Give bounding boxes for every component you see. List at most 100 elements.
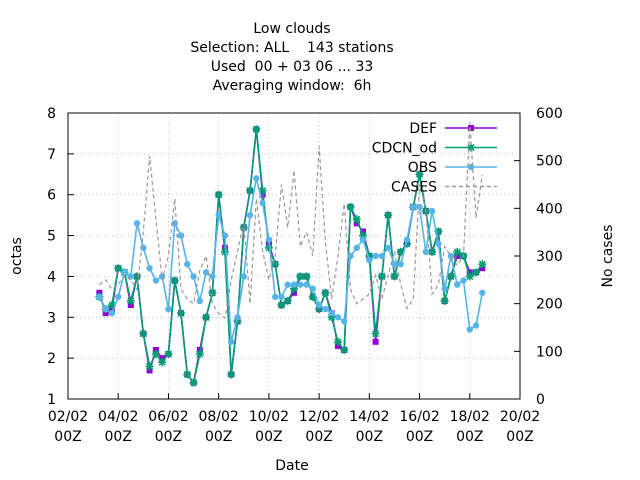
data-point — [391, 260, 398, 268]
data-point — [466, 326, 473, 333]
data-point — [283, 296, 292, 305]
x-axis-label: Date — [275, 458, 308, 474]
data-point — [265, 236, 273, 243]
legend-label: CASES — [391, 180, 437, 196]
x-tick-label: 08/02 00Z — [198, 409, 238, 445]
data-point — [378, 252, 386, 260]
data-point — [102, 305, 109, 313]
data-point — [258, 186, 267, 195]
data-point — [221, 232, 229, 239]
data-point — [460, 277, 467, 284]
x-tick-label: 04/02 00Z — [98, 409, 138, 445]
data-point — [133, 272, 142, 281]
data-point — [271, 260, 280, 269]
legend-label: DEF — [409, 121, 437, 137]
data-point — [145, 362, 154, 371]
y2-tick-label: 600 — [536, 106, 563, 122]
data-point — [478, 260, 487, 269]
data-point — [177, 309, 185, 318]
data-point — [454, 281, 461, 288]
y-tick-label: 3 — [47, 310, 56, 326]
data-point — [246, 186, 255, 195]
data-point — [246, 211, 254, 219]
data-point — [152, 346, 159, 353]
data-point — [465, 272, 474, 281]
data-point — [227, 370, 236, 379]
data-point — [384, 244, 392, 252]
legend-marker — [467, 163, 475, 171]
data-point — [202, 269, 210, 276]
data-point — [259, 199, 266, 207]
data-point — [446, 272, 455, 281]
data-point — [347, 252, 354, 260]
y-tick-label: 6 — [47, 188, 56, 204]
legend-marker — [467, 143, 475, 152]
data-point — [322, 305, 329, 313]
data-point — [239, 223, 248, 232]
data-point — [453, 247, 462, 256]
chart-title: Selection: ALL 143 stations — [190, 40, 393, 56]
data-point — [309, 285, 317, 292]
data-point — [321, 288, 330, 297]
data-point — [159, 355, 166, 362]
y2-tick-label: 400 — [536, 201, 563, 217]
y-tick-label: 1 — [47, 392, 56, 408]
data-point — [327, 313, 336, 322]
data-point — [422, 248, 430, 256]
x-tick-label: 14/02 00Z — [349, 409, 389, 445]
y-tick-label: 2 — [47, 351, 56, 367]
data-point — [479, 265, 486, 272]
data-point — [303, 281, 310, 288]
legend-marker — [468, 125, 474, 131]
data-point — [352, 215, 361, 224]
data-point — [151, 350, 160, 359]
data-point — [121, 269, 128, 276]
x-tick-label: 12/02 00Z — [299, 409, 339, 445]
data-point — [396, 247, 405, 256]
data-point — [346, 202, 355, 211]
data-point — [114, 264, 123, 273]
data-point — [291, 289, 297, 296]
y-tick-label: 7 — [47, 147, 56, 163]
data-point — [214, 190, 223, 199]
data-point — [195, 350, 204, 359]
data-point — [146, 265, 153, 272]
data-point — [340, 345, 349, 354]
data-point — [189, 378, 198, 387]
data-point — [334, 314, 342, 321]
data-point — [290, 281, 298, 288]
data-point — [164, 350, 173, 359]
data-point — [415, 170, 424, 179]
data-point — [334, 342, 341, 349]
data-point — [108, 306, 115, 313]
data-point — [170, 276, 179, 285]
y-axis-label: octas — [9, 237, 25, 275]
data-point — [315, 301, 323, 309]
data-point — [333, 337, 342, 346]
data-point — [434, 227, 443, 236]
data-point — [416, 203, 423, 211]
y2-tick-label: 500 — [536, 154, 563, 170]
data-point — [264, 243, 273, 252]
data-point — [297, 281, 304, 288]
data-point — [466, 269, 473, 276]
data-point — [177, 232, 185, 239]
y-tick-label: 5 — [47, 229, 56, 245]
data-point — [428, 247, 437, 256]
chart-title: Low clouds — [253, 21, 330, 37]
data-point — [371, 329, 380, 338]
data-point — [315, 305, 324, 314]
data-point — [277, 301, 286, 310]
data-point — [302, 272, 311, 281]
data-point — [108, 310, 116, 317]
y-tick-label: 8 — [47, 106, 56, 122]
y2-tick-label: 0 — [536, 392, 545, 408]
data-point — [353, 244, 360, 252]
chart-title: Averaging window: 6h — [213, 78, 372, 94]
data-point — [252, 125, 261, 134]
data-point — [278, 293, 285, 301]
data-point — [208, 288, 217, 297]
data-point — [152, 277, 160, 284]
data-point — [435, 240, 442, 247]
